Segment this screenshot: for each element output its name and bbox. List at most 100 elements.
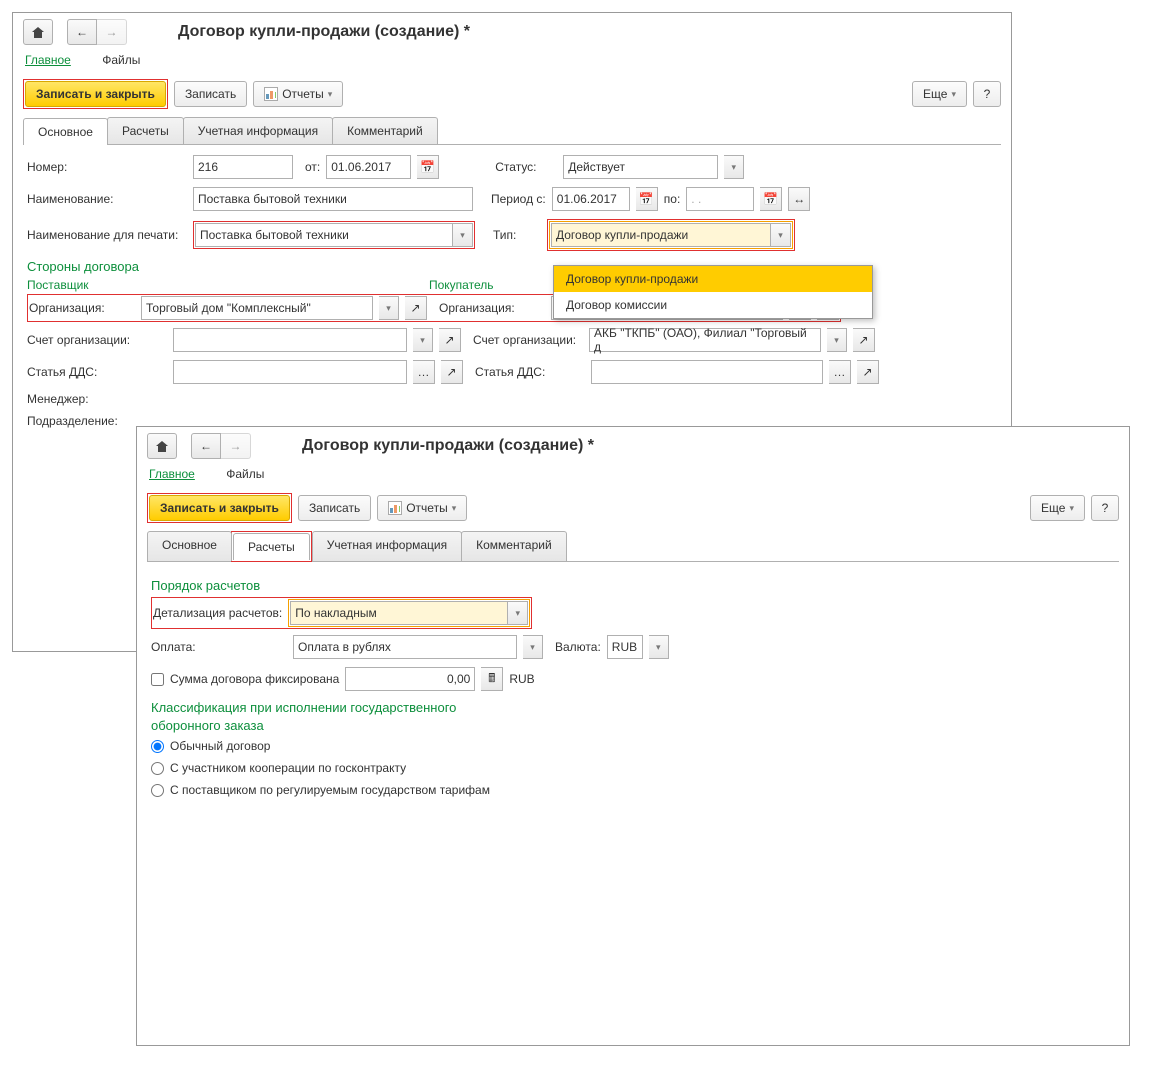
home-button[interactable] [23,19,53,45]
tab-calc[interactable]: Расчеты [107,117,184,144]
tab-comment[interactable]: Комментарий [461,531,567,561]
radio-tariff-label: С поставщиком по регулируемым государств… [170,783,490,797]
buy-dds-label: Статья ДДС: [475,365,585,379]
name-label: Наименование: [27,192,187,206]
dropdown-icon[interactable]: ▾ [413,328,433,352]
open-icon[interactable]: ↗ [441,360,463,384]
tab-acc[interactable]: Учетная информация [312,531,462,561]
status-dropdown-icon[interactable]: ▾ [724,155,744,179]
nav-back-button[interactable]: ← [67,19,97,45]
nav-files[interactable]: Файлы [226,467,264,481]
dots-icon[interactable]: … [829,360,851,384]
fixed-cur-label: RUB [509,672,534,686]
nav-main[interactable]: Главное [149,467,195,481]
dropdown-icon[interactable]: ▾ [379,296,399,320]
detail-input[interactable]: По накладным [290,601,508,625]
save-button[interactable]: Записать [174,81,247,107]
nav-links: Главное Файлы [137,465,1129,489]
status-label: Статус: [495,160,557,174]
sup-org-input[interactable]: Торговый дом "Комплексный" [141,296,373,320]
buy-dds-input[interactable] [591,360,823,384]
window-2: ← → Договор купли-продажи (создание) * Г… [136,426,1130,1046]
command-bar: Записать и закрыть Записать Отчеты▾ Еще▾… [13,75,1011,117]
period-to-input[interactable]: . . [686,187,754,211]
dropdown-icon[interactable]: ▾ [649,635,669,659]
swap-icon[interactable]: ↔ [788,187,810,211]
from-label: от: [305,160,320,174]
radio-coop[interactable] [151,762,164,775]
currency-label: Валюта: [555,640,601,654]
dropdown-icon[interactable]: ▾ [508,601,528,625]
calendar-icon[interactable]: 📅 [760,187,782,211]
fixed-checkbox[interactable] [151,673,164,686]
more-button[interactable]: Еще▾ [1030,495,1085,521]
radio-normal[interactable] [151,740,164,753]
nav-forward-button[interactable]: → [221,433,251,459]
sup-dds-input[interactable] [173,360,407,384]
tab-main[interactable]: Основное [147,531,232,561]
tabs: Основное Расчеты Учетная информация Комм… [23,117,1001,145]
type-option-sale[interactable]: Договор купли-продажи [554,266,872,292]
dots-icon[interactable]: … [413,360,435,384]
number-input[interactable]: 216 [193,155,293,179]
help-button[interactable]: ? [1091,495,1119,521]
save-close-button[interactable]: Записать и закрыть [25,81,166,107]
tab-calc[interactable]: Расчеты [233,533,310,560]
header: ← → Договор купли-продажи (создание) * [13,13,1011,51]
calc-heading: Порядок расчетов [151,578,1115,593]
radio-normal-label: Обычный договор [170,739,270,753]
tab-acc[interactable]: Учетная информация [183,117,333,144]
more-button[interactable]: Еще▾ [912,81,967,107]
manager-label: Менеджер: [27,392,89,406]
nav-files[interactable]: Файлы [102,53,140,67]
chart-icon [388,501,402,515]
name-input[interactable]: Поставка бытовой техники [193,187,473,211]
help-button[interactable]: ? [973,81,1001,107]
radio-coop-label: С участником кооперации по госконтракту [170,761,406,775]
sup-acct-label: Счет организации: [27,333,167,347]
print-name-input[interactable]: Поставка бытовой техники [195,223,453,247]
calendar-icon[interactable]: 📅 [636,187,658,211]
fixed-amount-input[interactable]: 0,00 [345,667,475,691]
save-button[interactable]: Записать [298,495,371,521]
status-input[interactable]: Действует [563,155,718,179]
calendar-icon[interactable]: 📅 [417,155,439,179]
number-label: Номер: [27,160,187,174]
dropdown-icon[interactable]: ▾ [827,328,847,352]
open-icon[interactable]: ↗ [857,360,879,384]
currency-input[interactable]: RUB [607,635,643,659]
pay-label: Оплата: [151,640,287,654]
supplier-heading: Поставщик [27,278,423,292]
reports-button[interactable]: Отчеты▾ [377,495,467,521]
open-icon[interactable]: ↗ [439,328,461,352]
tab-main[interactable]: Основное [23,118,108,145]
period-from-input[interactable]: 01.06.2017 [552,187,630,211]
from-date-input[interactable]: 01.06.2017 [326,155,411,179]
type-input[interactable]: Договор купли-продажи [551,223,771,247]
dropdown-icon[interactable]: ▾ [523,635,543,659]
pay-input[interactable]: Оплата в рублях [293,635,517,659]
tab-comment[interactable]: Комментарий [332,117,438,144]
header: ← → Договор купли-продажи (создание) * [137,427,1129,465]
save-close-button[interactable]: Записать и закрыть [149,495,290,521]
type-option-commission[interactable]: Договор комиссии [554,292,872,318]
command-bar: Записать и закрыть Записать Отчеты▾ Еще▾… [137,489,1129,531]
home-button[interactable] [147,433,177,459]
nav-forward-button[interactable]: → [97,19,127,45]
dropdown-icon[interactable]: ▾ [453,223,473,247]
open-icon[interactable]: ↗ [853,328,875,352]
type-label: Тип: [493,228,541,242]
radio-tariff[interactable] [151,784,164,797]
window-title: Договор купли-продажи (создание) * [178,23,470,41]
reports-button[interactable]: Отчеты▾ [253,81,343,107]
class-heading: Классификация при исполнении государстве… [151,699,511,735]
buy-acct-input[interactable]: АКБ "ТКПБ" (ОАО), Филиал "Торговый д [589,328,821,352]
sup-acct-input[interactable] [173,328,407,352]
to-label: по: [664,192,681,206]
sup-dds-label: Статья ДДС: [27,365,167,379]
nav-back-button[interactable]: ← [191,433,221,459]
type-dropdown-icon[interactable]: ▾ [771,223,791,247]
calc-icon[interactable]: 🖩 [481,667,503,691]
open-icon[interactable]: ↗ [405,296,427,320]
nav-main[interactable]: Главное [25,53,71,67]
